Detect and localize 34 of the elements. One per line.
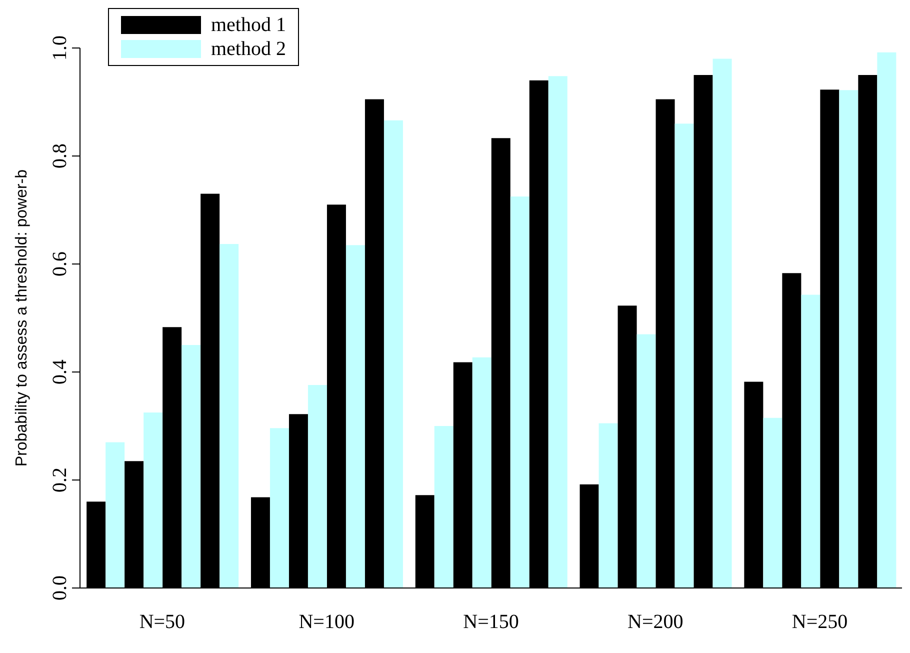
bar (763, 418, 782, 588)
bar (598, 423, 618, 588)
bar (877, 52, 896, 588)
bar (674, 124, 694, 588)
bar (144, 412, 163, 588)
bar (510, 196, 530, 588)
legend-label: method 2 (211, 38, 286, 60)
bar (106, 442, 125, 588)
bar (548, 76, 568, 588)
bar (434, 426, 454, 588)
legend-label: method 1 (211, 14, 286, 36)
y-axis-title: Probability to assess a threshold: power-b (14, 169, 31, 467)
x-tick-label: N=250 (792, 611, 848, 634)
bar (712, 58, 732, 588)
x-tick-label: N=50 (139, 611, 186, 634)
bar (270, 428, 289, 588)
bar (839, 90, 858, 588)
y-tick-label: 0.0 (49, 576, 71, 600)
y-tick-label: 0.8 (49, 144, 71, 168)
y-tick-label: 0.6 (49, 252, 71, 276)
bar (308, 384, 327, 588)
y-tick-label: 0.4 (49, 360, 71, 384)
bar (182, 345, 201, 588)
bar (472, 357, 492, 588)
x-tick-label: N=200 (628, 611, 684, 634)
y-tick-label: 0.2 (49, 468, 71, 492)
bar (346, 245, 365, 588)
bar (220, 244, 239, 588)
x-tick-label: N=150 (463, 611, 519, 634)
y-tick-label: 1.0 (49, 36, 71, 60)
bar (636, 334, 656, 588)
bar (801, 294, 820, 588)
x-tick-label: N=100 (298, 611, 354, 634)
bar (384, 120, 403, 588)
